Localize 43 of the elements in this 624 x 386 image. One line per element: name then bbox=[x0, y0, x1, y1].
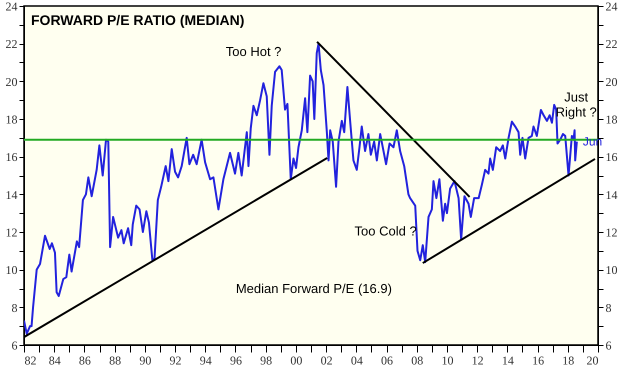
x-tick-label: 00 bbox=[290, 354, 302, 368]
x-tick-label: 84 bbox=[48, 354, 61, 368]
x-tick-label: 92 bbox=[170, 354, 182, 368]
annotation: Median Forward P/E (16.9) bbox=[236, 281, 392, 296]
y2-tick-label: 10 bbox=[606, 263, 618, 278]
x-tick-label: 82 bbox=[24, 354, 36, 368]
y-tick-label: 18 bbox=[6, 112, 18, 126]
y-tick-label: 24 bbox=[6, 0, 18, 14]
y2-tick-label: 12 bbox=[606, 226, 618, 240]
x-tick-label: 08 bbox=[411, 354, 424, 368]
y2-tick-label: 24 bbox=[606, 0, 618, 14]
y2-tick-label: 8 bbox=[606, 300, 612, 315]
x-tick-label: 18 bbox=[562, 354, 574, 368]
y-tick-label: 8 bbox=[12, 300, 18, 315]
x-tick-label: 90 bbox=[139, 354, 152, 368]
y2-tick-label: 14 bbox=[606, 188, 618, 202]
x-tick-label: 12 bbox=[472, 354, 484, 368]
y-tick-label: 16 bbox=[6, 150, 18, 164]
y2-tick-label: 20 bbox=[606, 74, 618, 89]
y2-tick-label: 6 bbox=[606, 338, 612, 352]
y2-tick-label: 16 bbox=[606, 150, 618, 164]
x-tick-label: 88 bbox=[109, 354, 122, 368]
x-tick-label: 14 bbox=[502, 354, 514, 368]
y-tick-label: 6 bbox=[12, 338, 18, 352]
y2-tick-label: 22 bbox=[606, 37, 618, 52]
x-tick-label: 94 bbox=[200, 354, 212, 368]
x-tick-label: 20 bbox=[586, 354, 598, 368]
y-tick-label: 12 bbox=[6, 226, 18, 240]
x-tick-label: 96 bbox=[230, 354, 242, 368]
x-tick-label: 06 bbox=[381, 354, 394, 368]
y-tick-label: 22 bbox=[6, 37, 18, 52]
y2-tick-label: 18 bbox=[606, 112, 618, 126]
y-tick-label: 14 bbox=[6, 188, 18, 202]
y-tick-label: 10 bbox=[6, 263, 18, 278]
x-tick-label: 04 bbox=[350, 354, 363, 368]
x-tick-label: 16 bbox=[532, 354, 544, 368]
x-tick-label: 02 bbox=[320, 354, 333, 368]
x-tick-label: 86 bbox=[78, 354, 91, 368]
chart-title: FORWARD P/E RATIO (MEDIAN) bbox=[31, 12, 244, 28]
x-tick-label: 10 bbox=[441, 354, 454, 368]
y-tick-label: 20 bbox=[6, 74, 18, 89]
x-tick-label: 98 bbox=[260, 354, 272, 368]
annotation: Too Hot ? bbox=[226, 44, 282, 59]
